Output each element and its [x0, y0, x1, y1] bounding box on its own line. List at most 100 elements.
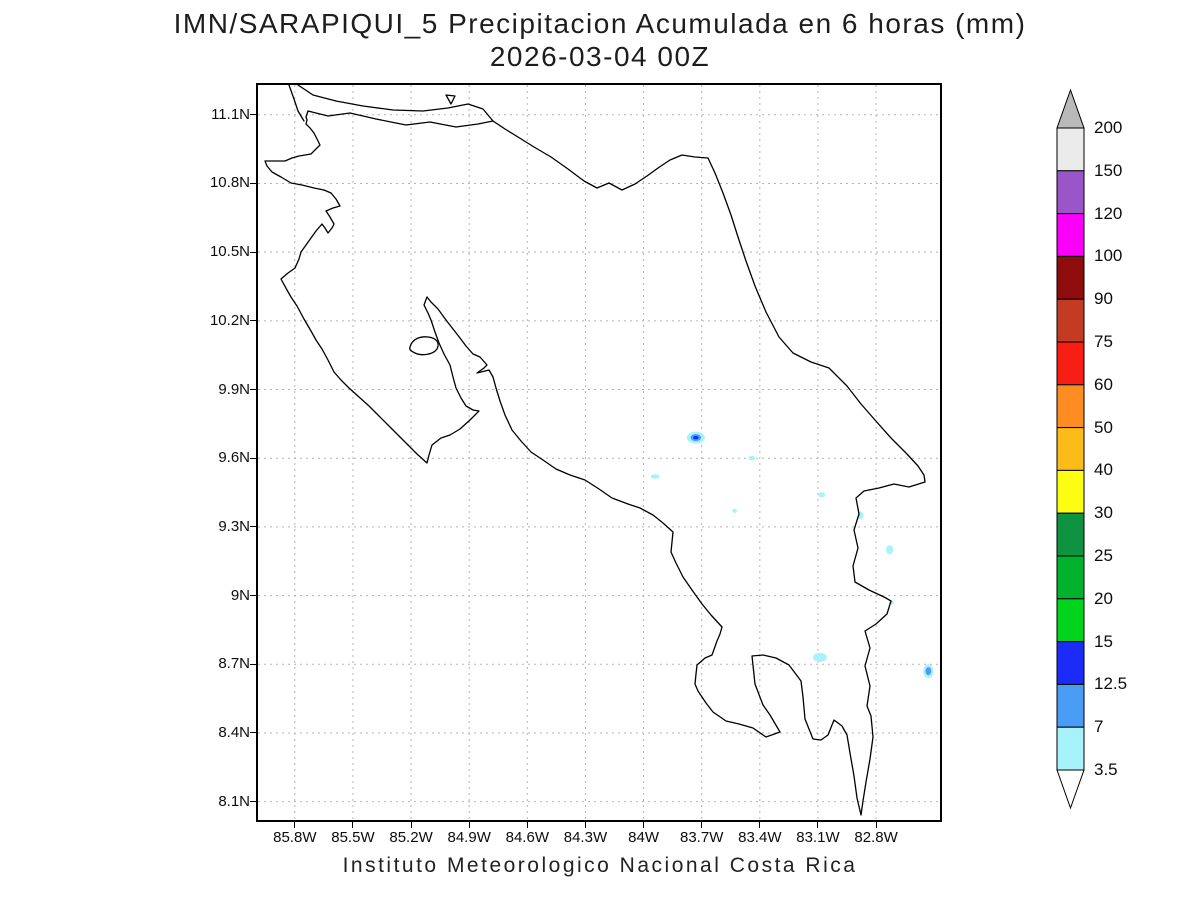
precip-cell-core — [693, 435, 699, 440]
map-outlines — [264, 85, 926, 816]
lon-tick-label: 84W — [628, 829, 659, 846]
lat-tick-label: 10.2N — [209, 311, 250, 329]
colorbar-tick-label: 60 — [1094, 374, 1113, 394]
lat-tick-label: 8.4N — [218, 723, 250, 741]
colorbar-tick-label: 40 — [1094, 460, 1113, 480]
axis-tick — [817, 822, 819, 828]
costa-rica-map — [258, 85, 940, 820]
precip-cell — [818, 492, 826, 498]
axis-tick — [584, 822, 586, 828]
lon-tick-label: 84.9W — [447, 829, 491, 846]
colorbar-segment — [1056, 641, 1085, 685]
footer-caption: Instituto Meteorologico Nacional Costa R… — [342, 854, 858, 877]
axis-tick — [643, 822, 645, 828]
colorbar-tick-label: 3.5 — [1094, 760, 1118, 779]
colorbar — [1056, 88, 1085, 810]
colorbar-tick-label: 150 — [1094, 160, 1123, 180]
colorbar-segment — [1056, 555, 1085, 600]
lake-nicaragua-shore — [297, 85, 494, 122]
axis-tick — [250, 320, 256, 322]
lon-tick-label: 83.7W — [680, 829, 724, 846]
axis-tick — [250, 663, 256, 665]
lat-tick-label: 11.1N — [211, 105, 250, 123]
lon-tick-label: 83.4W — [738, 829, 782, 846]
axis-tick — [526, 822, 528, 828]
colorbar-tick-label: 120 — [1094, 203, 1123, 223]
colorbar-segment — [1056, 683, 1085, 728]
axis-tick — [250, 732, 256, 734]
precip-cell — [732, 508, 738, 513]
axis-tick — [294, 822, 296, 828]
colorbar-above-max-arrow — [1056, 88, 1085, 129]
colorbar-segment — [1056, 298, 1085, 343]
nicaragua-pacific-coast — [288, 85, 305, 122]
colorbar-segment — [1056, 213, 1085, 257]
chart-title: IMN/SARAPIQUI_5 Precipitacion Acumulada … — [173, 8, 1027, 39]
colorbar-segment — [1056, 598, 1085, 643]
axis-tick — [250, 114, 256, 116]
axis-tick — [250, 595, 256, 597]
axis-tick — [410, 822, 412, 828]
axis-tick — [250, 801, 256, 803]
precip-cell — [886, 545, 894, 555]
colorbar-tick-label: 90 — [1094, 289, 1113, 309]
map-plot-area — [256, 83, 942, 822]
lon-tick-label: 83.1W — [796, 829, 840, 846]
lat-tick-label: 10.5N — [209, 243, 250, 261]
axis-tick — [250, 182, 256, 184]
colorbar-segment — [1056, 726, 1085, 771]
axis-tick — [250, 389, 256, 391]
precipitation-shading — [650, 431, 934, 679]
colorbar-segment — [1056, 384, 1085, 429]
lon-tick-label: 85.5W — [331, 829, 375, 846]
lon-tick-label: 84.3W — [563, 829, 608, 846]
axis-tick — [875, 822, 877, 828]
colorbar-tick-label: 30 — [1094, 503, 1113, 523]
colorbar-segment — [1056, 469, 1085, 514]
lon-tick-label: 82.8W — [854, 829, 898, 846]
axis-tick — [701, 822, 703, 828]
lon-tick-label: 85.2W — [389, 829, 433, 846]
colorbar-segment — [1056, 427, 1085, 471]
axis-tick — [352, 822, 354, 828]
colorbar-tick-label: 100 — [1094, 246, 1123, 266]
lat-tick-label: 9.6N — [218, 449, 250, 467]
grid-lines — [258, 85, 940, 820]
axis-tick — [759, 822, 761, 828]
axis-tick — [250, 457, 256, 459]
colorbar-below-min-arrow — [1056, 769, 1085, 810]
colorbar-tick-label: 20 — [1094, 588, 1113, 608]
lat-tick-label: 9.9N — [218, 380, 250, 398]
axis-tick — [250, 526, 256, 528]
precip-cell — [812, 652, 827, 663]
colorbar-segment — [1056, 255, 1085, 300]
colorbar-segment — [1056, 127, 1085, 172]
axis-tick — [468, 822, 470, 828]
chart-valid-time: 2026-03-04 00Z — [489, 41, 711, 72]
lake-island — [445, 94, 456, 105]
lat-tick-label: 9N — [230, 586, 250, 604]
lat-tick-label: 8.7N — [218, 655, 250, 673]
precip-cell — [650, 474, 660, 479]
colorbar-segment — [1056, 170, 1085, 215]
lat-tick-label: 9.3N — [218, 517, 250, 535]
colorbar-segment — [1056, 341, 1085, 386]
lon-tick-label: 85.8W — [273, 829, 317, 846]
axis-tick — [250, 251, 256, 253]
colorbar-tick-label: 50 — [1094, 417, 1113, 437]
colorbar-tick-label: 15 — [1094, 631, 1113, 651]
lon-tick-label: 84.6W — [505, 829, 549, 846]
chira-island — [409, 336, 439, 356]
colorbar-tick-label: 200 — [1094, 118, 1123, 137]
colorbar-tick-label: 12.5 — [1094, 674, 1128, 694]
costa-rica-border-coastline — [264, 110, 926, 816]
colorbar-tick-label: 75 — [1094, 332, 1113, 351]
lat-tick-label: 8.1N — [218, 792, 250, 810]
colorbar-tick-label: 25 — [1094, 546, 1113, 565]
lat-tick-label: 10.8N — [209, 174, 250, 192]
precip-cell-inner — [925, 667, 932, 676]
colorbar-tick-label: 7 — [1094, 717, 1104, 737]
colorbar-segment — [1056, 512, 1085, 557]
precip-cell — [748, 455, 756, 461]
